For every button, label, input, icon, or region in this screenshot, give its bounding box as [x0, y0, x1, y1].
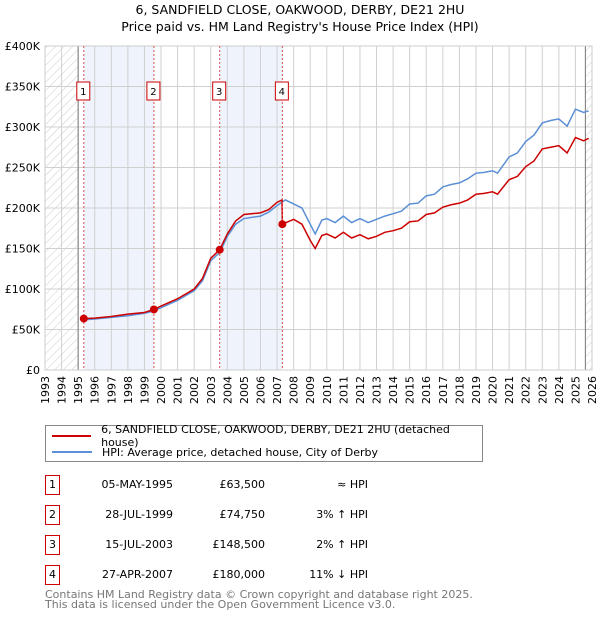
y-tick-label: £100K	[5, 283, 41, 296]
x-tick-label: 2016	[420, 376, 433, 404]
x-tick-label: 2021	[503, 376, 516, 404]
x-tick-label: 2022	[520, 376, 533, 404]
sale-label-box	[146, 81, 161, 101]
sale-date: 05-MAY-1995	[101, 478, 173, 491]
x-tick-label: 2019	[470, 376, 483, 404]
x-tick-label: 1995	[72, 376, 85, 404]
sale-point	[79, 314, 88, 323]
sale-row: 3 15-JUL-2003 £148,500 2% ↑ HPI	[45, 535, 445, 555]
x-tick-label: 1999	[138, 376, 151, 404]
sale-label-box	[212, 81, 227, 101]
x-tick-label: 2013	[371, 376, 384, 404]
sale-date: 15-JUL-2003	[105, 538, 173, 551]
x-tick-label: 1994	[56, 376, 69, 404]
x-tick-label: 2011	[337, 376, 350, 404]
y-tick-label: £0	[26, 364, 40, 377]
legend-swatch	[52, 451, 92, 453]
x-tick-label: 2014	[387, 376, 400, 404]
chart-subtitle: Price paid vs. HM Land Registry's House …	[121, 19, 479, 34]
x-tick-label: 1998	[122, 376, 135, 404]
x-tick-label: 2018	[453, 376, 466, 404]
sale-hpi-comparison: 2% ↑ HPI	[316, 538, 368, 551]
x-tick-label: 2004	[221, 376, 234, 404]
x-tick-label: 2012	[354, 376, 367, 404]
footer-line-2: This data is licensed under the Open Gov…	[45, 598, 396, 611]
y-tick-label: £200K	[5, 202, 41, 215]
sale-point	[215, 245, 224, 254]
sale-label-box	[76, 81, 91, 101]
sale-row: 1 05-MAY-1995 £63,500 ≈ HPI	[45, 475, 445, 495]
chart-title: 6, SANDFIELD CLOSE, OAKWOOD, DERBY, DE21…	[135, 2, 465, 17]
sale-point	[149, 305, 158, 314]
x-tick-label: 2008	[288, 376, 301, 404]
sale-label: 3	[216, 87, 222, 98]
sale-point	[278, 220, 287, 229]
price-chart: 1993 1994 1995 1996 1997 1998 1999 2000 2001 2002…	[5, 40, 599, 404]
x-tick-label: 2002	[188, 376, 201, 404]
sale-price: £74,750	[219, 508, 266, 521]
x-tick-label: 2001	[172, 376, 185, 404]
y-tick-label: £400K	[5, 40, 41, 53]
property-price-line	[83, 136, 590, 320]
sale-label: 1	[80, 87, 86, 98]
x-tick-label: 2006	[254, 376, 267, 404]
y-tick-label: £300K	[5, 121, 41, 134]
sale-price: £148,500	[212, 538, 266, 551]
x-tick-label: 2000	[155, 376, 168, 404]
x-tick-label: 2007	[271, 376, 284, 404]
x-tick-label: 2015	[404, 376, 417, 404]
x-tick-label: 2009	[304, 376, 317, 404]
x-tick-label: 2003	[205, 376, 218, 404]
y-tick-label: £50K	[12, 324, 41, 337]
sale-number: 3	[45, 535, 60, 555]
sale-date: 28-JUL-1999	[105, 508, 173, 521]
x-tick-label: 2020	[487, 376, 500, 404]
legend-label: 6, SANDFIELD CLOSE, OAKWOOD, DERBY, DE21…	[101, 423, 450, 449]
sale-row: 4 27-APR-2007 £180,000 11% ↓ HPI	[45, 565, 445, 585]
sale-hpi-comparison: 11% ↓ HPI	[309, 568, 368, 581]
legend-label: HPI: Average price, detached house, City…	[102, 445, 379, 459]
x-tick-label: 2023	[536, 376, 549, 404]
legend-item-property: 6, SANDFIELD CLOSE, OAKWOOD, DERBY, DE21…	[46, 423, 482, 449]
sale-label: 4	[279, 87, 285, 98]
legend-swatch	[52, 435, 92, 437]
sale-hpi-comparison: ≈ HPI	[337, 478, 368, 491]
x-tick-label: 2017	[437, 376, 450, 404]
y-tick-label: £150K	[5, 243, 41, 256]
plot-frame	[44, 45, 593, 371]
hpi-line	[83, 108, 589, 321]
sale-number: 1	[45, 475, 60, 495]
sale-date: 27-APR-2007	[101, 568, 173, 581]
sale-row: 2 28-JUL-1999 £74,750 3% ↑ HPI	[45, 505, 445, 525]
sale-price: £180,000	[212, 568, 266, 581]
x-tick-label: 2025	[569, 376, 582, 404]
y-tick-label: £350K	[5, 81, 41, 94]
x-tick-label: 1993	[39, 376, 52, 404]
x-tick-label: 1997	[105, 376, 118, 404]
sale-number: 2	[45, 505, 60, 525]
footer-line-1: Contains HM Land Registry data © Crown c…	[45, 588, 473, 601]
x-tick-label: 2024	[553, 376, 566, 404]
legend: 6, SANDFIELD CLOSE, OAKWOOD, DERBY, DE21…	[45, 423, 483, 462]
x-tick-label: 2010	[321, 376, 334, 404]
sale-hpi-comparison: 3% ↑ HPI	[316, 508, 368, 521]
sale-label-box	[274, 81, 289, 101]
sale-price: £63,500	[219, 478, 266, 491]
x-tick-label: 2026	[586, 376, 599, 404]
x-tick-label: 2005	[238, 376, 251, 404]
sale-label: 2	[150, 87, 156, 98]
legend-item-hpi: HPI: Average price, detached house, City…	[46, 444, 378, 460]
y-tick-label: £250K	[5, 162, 41, 175]
x-tick-label: 1996	[89, 376, 102, 404]
sale-number: 4	[45, 565, 60, 585]
